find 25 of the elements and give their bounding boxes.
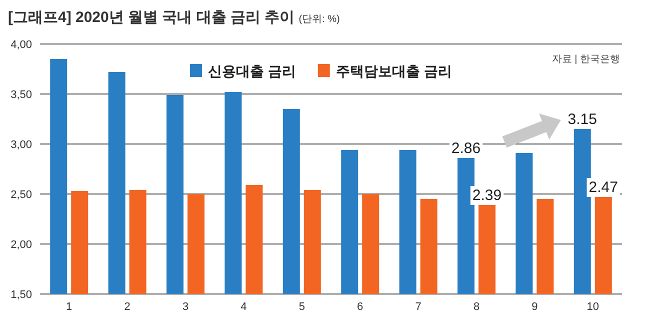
y-tick-label: 3,50 [10, 89, 32, 101]
chart-subtitle: (단위: %) [298, 14, 340, 25]
x-tick-label: 5 [298, 301, 305, 313]
x-tick-label: 9 [532, 301, 538, 313]
x-tick-label: 6 [357, 301, 364, 313]
x-tick-label: 8 [473, 301, 480, 313]
y-tick-label: 1,50 [10, 289, 32, 301]
chart-title: [그래프4] 2020년 월별 국내 대출 금리 추이 [8, 9, 295, 26]
data-label: 3.15 [568, 111, 597, 128]
annotation: 자료 | 한국은행 [552, 54, 620, 65]
x-tick-label: 1 [66, 301, 72, 313]
y-tick-label: 2,50 [10, 189, 32, 201]
legend-label: 신용대출 금리 [208, 63, 296, 79]
data-label: 2.47 [588, 179, 618, 196]
data-label: 2.39 [472, 187, 502, 204]
y-tick-label: 3,00 [10, 139, 32, 151]
data-label: 2.86 [451, 140, 481, 157]
y-tick-label: 4,00 [10, 39, 32, 51]
y-tick-label: 2,00 [10, 239, 32, 251]
x-tick-label: 4 [240, 301, 247, 313]
x-tick-label: 10 [586, 301, 600, 313]
x-tick-label: 7 [415, 301, 422, 313]
x-tick-label: 2 [124, 301, 130, 313]
legend-label: 주택담보대출 금리 [336, 63, 452, 79]
x-tick-label: 3 [182, 301, 189, 313]
